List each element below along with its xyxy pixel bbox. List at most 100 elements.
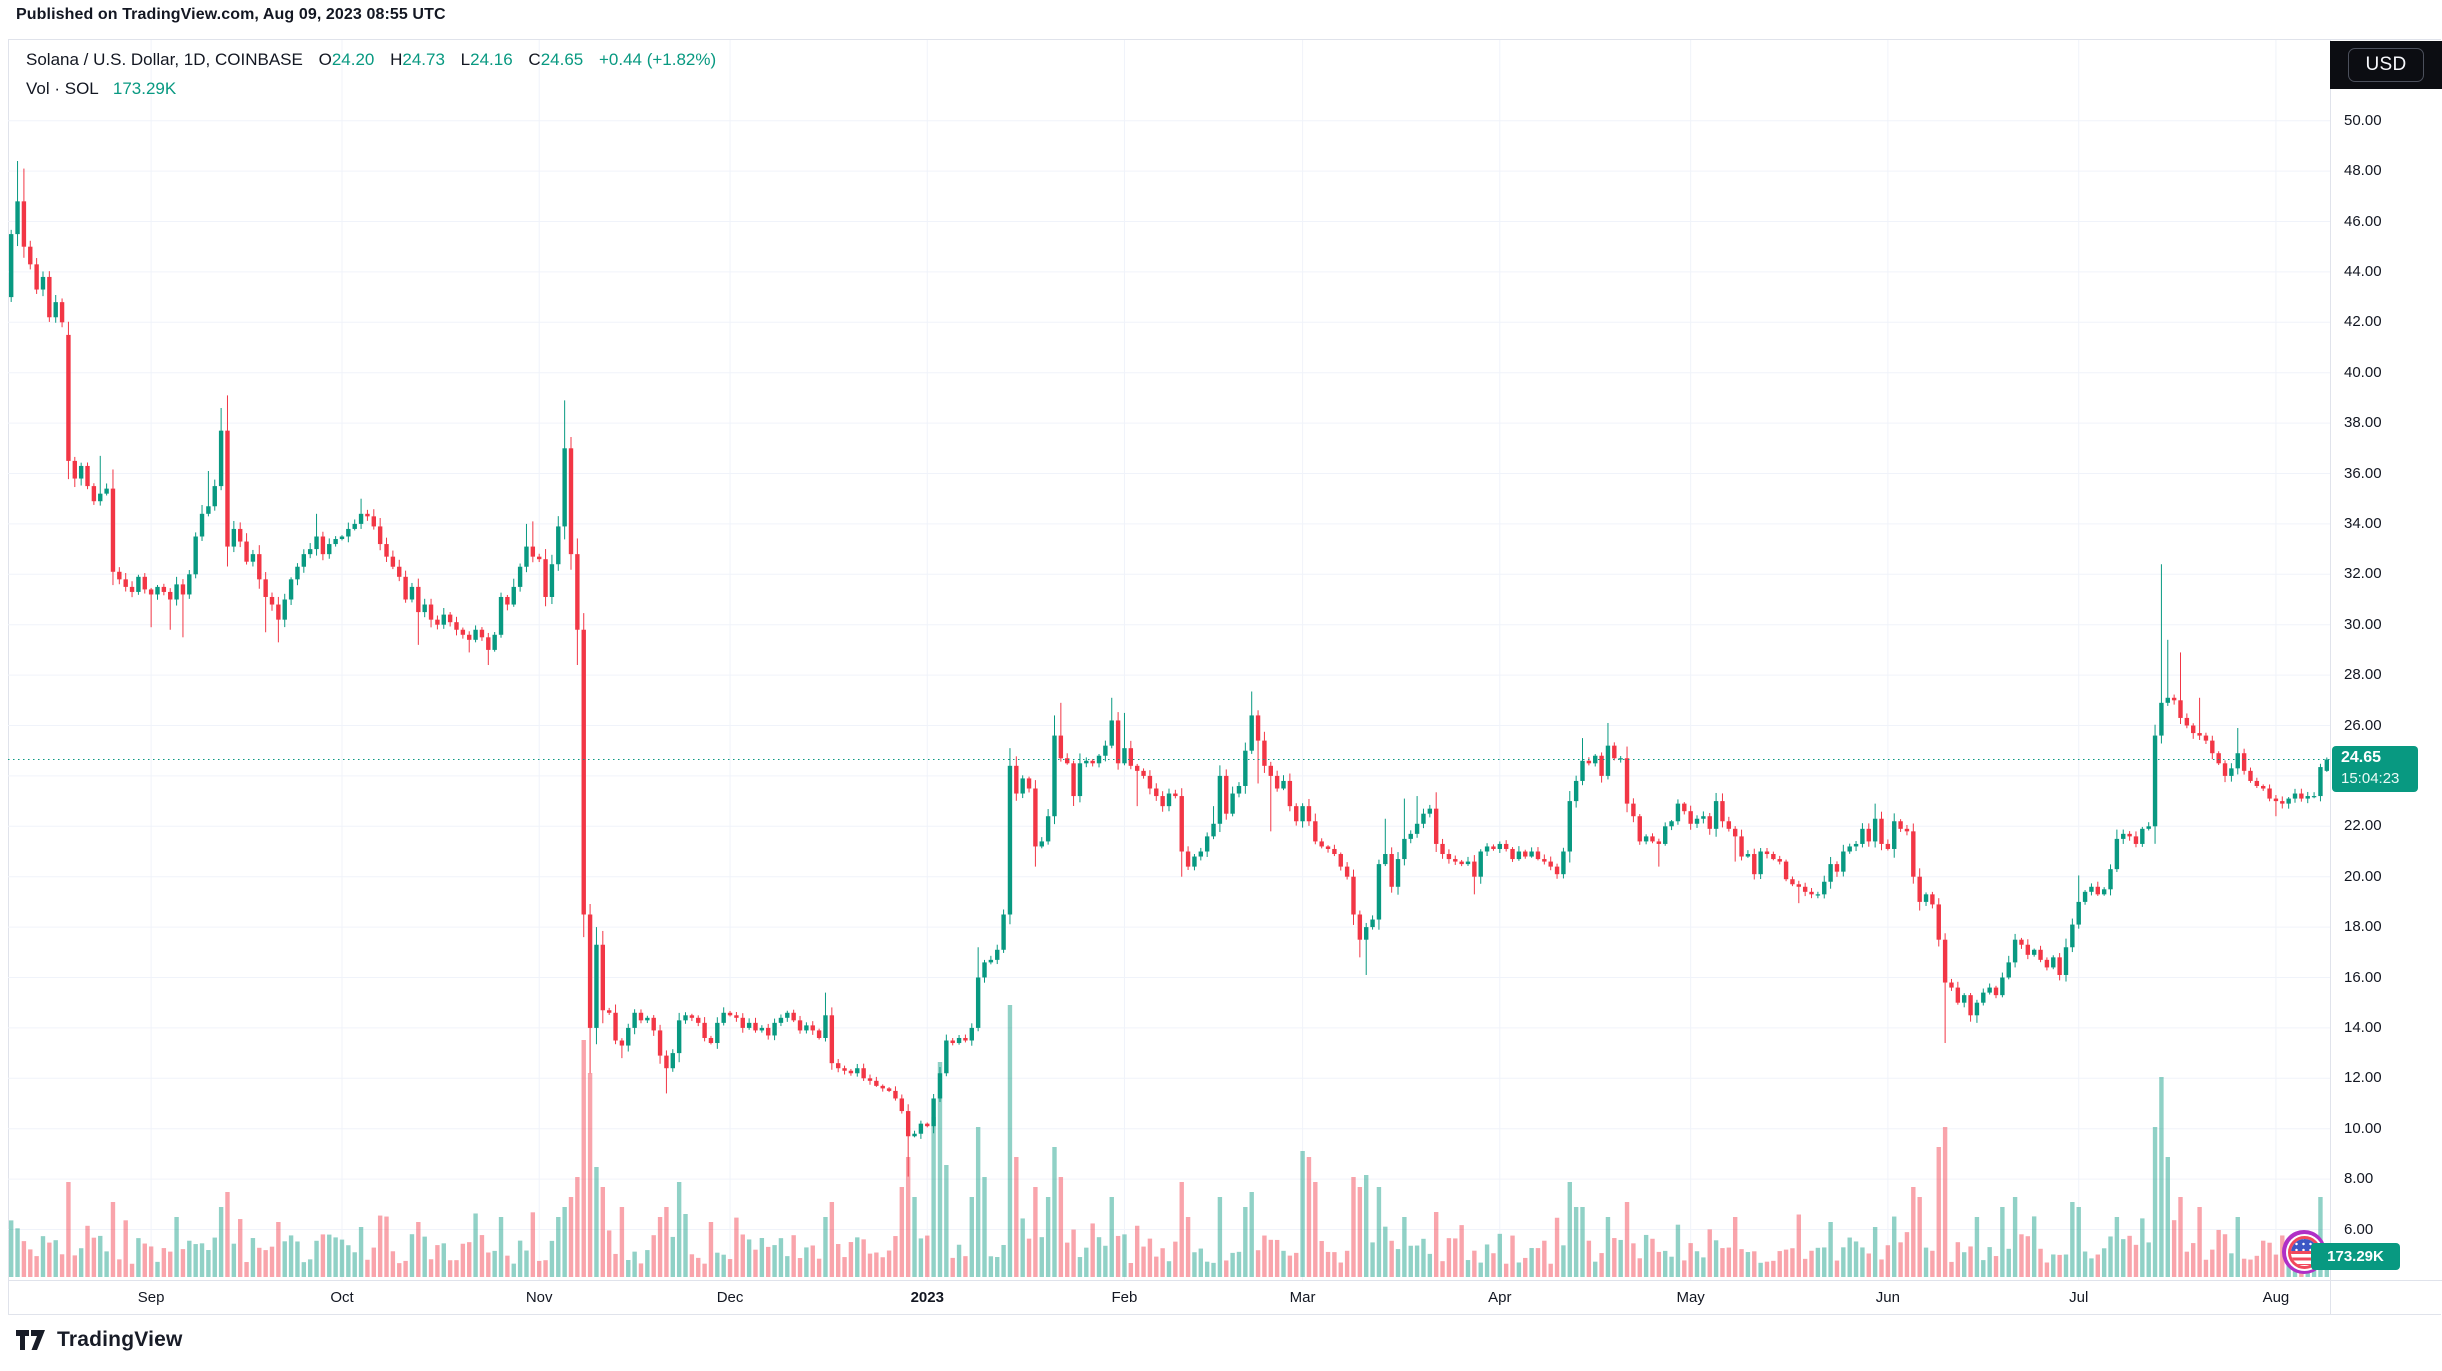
candle-body bbox=[1968, 995, 1973, 1016]
candle-body bbox=[1796, 884, 1802, 887]
volume-bar bbox=[1364, 1175, 1369, 1277]
price-tick-label: 44.00 bbox=[2344, 262, 2382, 280]
volume-bar bbox=[1688, 1243, 1693, 1277]
candle-body bbox=[1484, 846, 1490, 852]
volume-bar bbox=[2006, 1248, 2011, 1277]
volume-bar bbox=[893, 1236, 898, 1277]
ohlc-close-label: C bbox=[528, 50, 541, 69]
candle-body bbox=[85, 465, 90, 487]
candle-body bbox=[21, 201, 27, 247]
tradingview-logo[interactable]: TradingView bbox=[16, 1328, 183, 1352]
candle-body bbox=[1739, 836, 1744, 857]
candle-body bbox=[2184, 717, 2190, 726]
candle-body bbox=[715, 1022, 720, 1044]
currency-badge[interactable]: USD bbox=[2330, 41, 2442, 89]
candle-body bbox=[231, 528, 237, 547]
candle-body bbox=[460, 629, 466, 635]
candle-body bbox=[549, 564, 555, 597]
volume-bar bbox=[1383, 1226, 1388, 1277]
candle-body bbox=[1949, 982, 1954, 988]
candle-body bbox=[1306, 806, 1312, 822]
candle-body bbox=[950, 1040, 955, 1044]
volume-bar bbox=[1561, 1245, 1566, 1277]
volume-bar bbox=[543, 1260, 548, 1277]
candle-body bbox=[263, 579, 268, 597]
candle-body bbox=[2324, 759, 2330, 771]
volume-bar bbox=[422, 1236, 427, 1277]
price-tick-label: 20.00 bbox=[2344, 867, 2382, 885]
volume-bar bbox=[1154, 1256, 1159, 1277]
candle-body bbox=[1440, 843, 1445, 855]
candle-body bbox=[1732, 828, 1738, 837]
volume-bar bbox=[1777, 1251, 1782, 1277]
candle-body bbox=[562, 448, 567, 527]
volume-bar bbox=[486, 1252, 491, 1277]
symbol-legend[interactable]: Solana / U.S. Dollar, 1D, COINBASE O24.2… bbox=[26, 50, 716, 70]
candle-body bbox=[1777, 859, 1782, 862]
candle-body bbox=[689, 1015, 695, 1018]
volume-label: Vol · SOL bbox=[26, 79, 99, 98]
volume-bar bbox=[1949, 1261, 1954, 1277]
volume-bar bbox=[1637, 1258, 1642, 1277]
candle-body bbox=[778, 1017, 784, 1023]
candle-body bbox=[1974, 1002, 1980, 1016]
volume-bar bbox=[2089, 1258, 2094, 1277]
volume-bar bbox=[1045, 1197, 1051, 1277]
candle-body bbox=[1898, 821, 1903, 829]
candle-body bbox=[1045, 816, 1051, 842]
volume-bar bbox=[2229, 1253, 2234, 1277]
candle-body bbox=[2203, 735, 2209, 741]
candle-body bbox=[1332, 848, 1337, 855]
volume-bar bbox=[1796, 1214, 1802, 1277]
candle-body bbox=[2031, 949, 2037, 955]
candle-body bbox=[2089, 886, 2094, 892]
ohlc-open-value: 24.20 bbox=[331, 50, 375, 69]
ohlc-high-value: 24.73 bbox=[402, 50, 445, 69]
candlestick-chart-canvas[interactable] bbox=[8, 40, 2330, 1280]
candle-body bbox=[600, 944, 606, 1011]
volume-bar bbox=[759, 1238, 765, 1277]
candle-body bbox=[295, 566, 300, 580]
candle-body bbox=[1688, 811, 1693, 824]
volume-bar bbox=[1071, 1229, 1076, 1277]
candle-body bbox=[937, 1073, 943, 1099]
candle-body bbox=[1554, 866, 1560, 875]
volume-bar bbox=[1758, 1262, 1763, 1277]
candle-body bbox=[428, 604, 434, 620]
candle-body bbox=[15, 201, 20, 235]
candle-body bbox=[1249, 715, 1254, 751]
volume-bar bbox=[1783, 1249, 1789, 1277]
candle-body bbox=[956, 1037, 962, 1044]
candle-body bbox=[2006, 962, 2011, 978]
month-tick-label: Aug bbox=[2262, 1289, 2290, 1306]
volume-bar bbox=[2191, 1243, 2196, 1277]
volume-bar bbox=[2140, 1218, 2145, 1277]
volume-bar bbox=[1643, 1234, 1649, 1277]
volume-bar bbox=[937, 1062, 943, 1277]
volume-bar bbox=[995, 1257, 1000, 1277]
volume-bar bbox=[1885, 1245, 1891, 1277]
candle-body bbox=[1033, 788, 1038, 847]
volume-bar bbox=[263, 1250, 268, 1277]
volume-legend[interactable]: Vol · SOL 173.29K bbox=[26, 79, 176, 99]
candle-body bbox=[1535, 851, 1541, 860]
candle-body bbox=[912, 1133, 917, 1137]
volume-bar bbox=[651, 1235, 656, 1277]
candle-body bbox=[2280, 801, 2285, 804]
candle-body bbox=[1497, 843, 1503, 849]
candle-body bbox=[2127, 833, 2132, 837]
candle-body bbox=[1828, 864, 1833, 882]
volume-bar bbox=[1185, 1217, 1191, 1277]
candle-body bbox=[893, 1090, 898, 1099]
volume-bar bbox=[2082, 1251, 2088, 1277]
candle-body bbox=[746, 1022, 752, 1028]
volume-bar bbox=[339, 1239, 345, 1277]
currency-badge-label: USD bbox=[2348, 48, 2424, 82]
volume-bar bbox=[556, 1217, 561, 1277]
candle-body bbox=[377, 526, 383, 545]
volume-bar bbox=[1771, 1260, 1776, 1277]
candle-body bbox=[1860, 828, 1865, 844]
volume-bar bbox=[613, 1253, 618, 1277]
candle-body bbox=[855, 1068, 860, 1074]
volume-bar bbox=[1128, 1263, 1134, 1277]
